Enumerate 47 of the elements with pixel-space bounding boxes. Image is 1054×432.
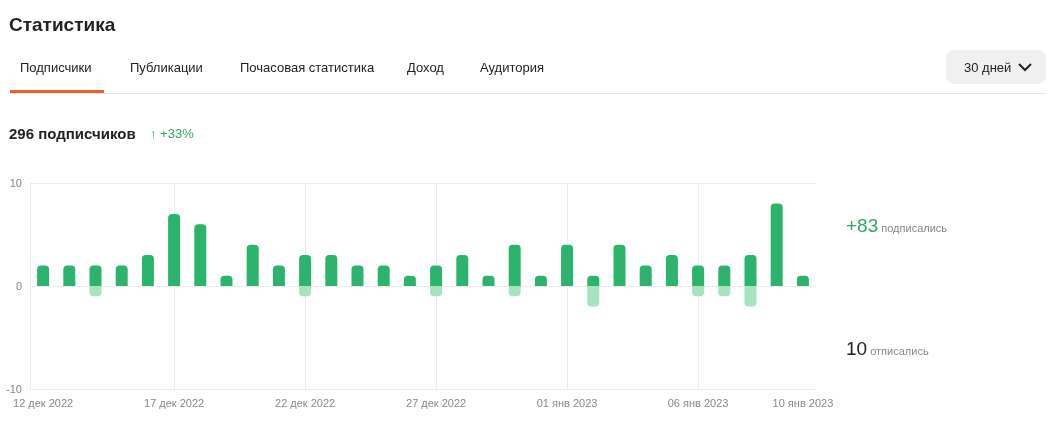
bar: [246, 244, 259, 286]
x-tick-label: 27 дек 2022: [406, 396, 467, 409]
bar: [744, 255, 757, 286]
bar: [37, 265, 50, 286]
bar: [665, 255, 678, 286]
bar: [89, 265, 102, 286]
x-tick-label: 01 янв 2023: [536, 396, 598, 409]
text: +83 подписались: [846, 215, 948, 236]
bar: [115, 265, 128, 286]
chart-title: Статистика: [9, 14, 116, 36]
text: Аудитория: [480, 60, 545, 75]
x-tick-label: 06 янв 2023: [667, 396, 729, 409]
text: 30 дней: [964, 60, 1012, 75]
bar: [508, 244, 521, 286]
y-tick-label: -10: [6, 383, 22, 395]
bar: [325, 255, 338, 286]
text: 10 отписались: [846, 338, 929, 359]
text: Почасовая статистика: [240, 60, 375, 75]
bar: [377, 265, 390, 286]
bar: [194, 224, 207, 286]
bar: [692, 265, 705, 286]
text: 296 подписчиков: [9, 125, 136, 142]
bar: [587, 286, 600, 307]
bar: [718, 265, 731, 286]
x-tick-label: 12 дек 2022: [13, 396, 74, 409]
text: Доход: [407, 60, 444, 75]
bar: [613, 244, 626, 286]
bar: [299, 255, 312, 286]
bar: [141, 255, 154, 286]
x-tick-label: 22 дек 2022: [275, 396, 336, 409]
text: Публикации: [130, 60, 203, 75]
y-tick-label: 0: [15, 280, 22, 292]
bar: [272, 265, 285, 286]
bar: [639, 265, 652, 286]
bar: [456, 255, 469, 286]
x-tick-label: 17 дек 2022: [144, 396, 205, 409]
bar: [561, 244, 574, 286]
y-tick-label: 10: [9, 177, 22, 189]
bar: [770, 203, 783, 286]
bar: [351, 265, 364, 286]
bar: [744, 286, 757, 307]
x-tick-label: 10 янв 2023: [772, 396, 834, 409]
bar: [63, 265, 76, 286]
bar: [430, 265, 443, 286]
bar: [168, 213, 181, 286]
text: Подписчики: [20, 60, 92, 75]
text: ↑ +33%: [150, 126, 194, 141]
